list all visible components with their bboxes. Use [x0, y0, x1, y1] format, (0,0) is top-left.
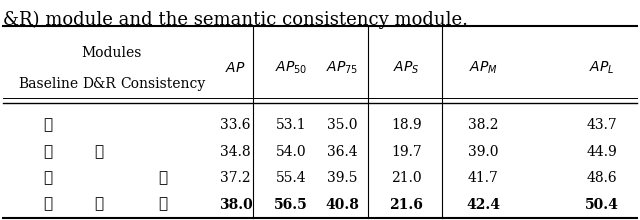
Text: $AP$: $AP$	[225, 61, 246, 75]
Text: 53.1: 53.1	[276, 118, 307, 132]
Text: $AP_{50}$: $AP_{50}$	[275, 60, 307, 76]
Text: 40.8: 40.8	[326, 198, 359, 212]
Text: ✓: ✓	[44, 171, 52, 185]
Text: 37.2: 37.2	[220, 171, 251, 185]
Text: 38.0: 38.0	[219, 198, 252, 212]
Text: ✓: ✓	[95, 198, 104, 212]
Text: ✓: ✓	[159, 198, 168, 212]
Text: ✓: ✓	[44, 145, 52, 159]
Text: $AP_{75}$: $AP_{75}$	[326, 60, 358, 76]
Text: 36.4: 36.4	[327, 145, 358, 159]
Text: Baseline: Baseline	[18, 77, 78, 91]
Text: 42.4: 42.4	[466, 198, 500, 212]
Text: 56.5: 56.5	[275, 198, 308, 212]
Text: 35.0: 35.0	[327, 118, 358, 132]
Text: ✓: ✓	[44, 118, 52, 132]
Text: $AP_L$: $AP_L$	[589, 60, 614, 76]
Text: 44.9: 44.9	[586, 145, 617, 159]
Text: 41.7: 41.7	[468, 171, 499, 185]
Text: 38.2: 38.2	[468, 118, 499, 132]
Text: 54.0: 54.0	[276, 145, 307, 159]
Text: 19.7: 19.7	[391, 145, 422, 159]
Text: 33.6: 33.6	[220, 118, 251, 132]
Text: 34.8: 34.8	[220, 145, 251, 159]
Text: Consistency: Consistency	[120, 77, 206, 91]
Text: ✓: ✓	[44, 198, 52, 212]
Text: 39.0: 39.0	[468, 145, 499, 159]
Text: D&R: D&R	[83, 77, 116, 91]
Text: 55.4: 55.4	[276, 171, 307, 185]
Text: 50.4: 50.4	[585, 198, 618, 212]
Text: Modules: Modules	[82, 46, 142, 60]
Text: 43.7: 43.7	[586, 118, 617, 132]
Text: ✓: ✓	[159, 171, 168, 185]
Text: $AP_M$: $AP_M$	[469, 60, 497, 76]
Text: 18.9: 18.9	[391, 118, 422, 132]
Text: $AP_S$: $AP_S$	[393, 60, 420, 76]
Text: 48.6: 48.6	[586, 171, 617, 185]
Text: &R) module and the semantic consistency module.: &R) module and the semantic consistency …	[3, 11, 468, 29]
Text: 21.6: 21.6	[390, 198, 423, 212]
Text: 39.5: 39.5	[327, 171, 358, 185]
Text: 21.0: 21.0	[391, 171, 422, 185]
Text: ✓: ✓	[95, 145, 104, 159]
